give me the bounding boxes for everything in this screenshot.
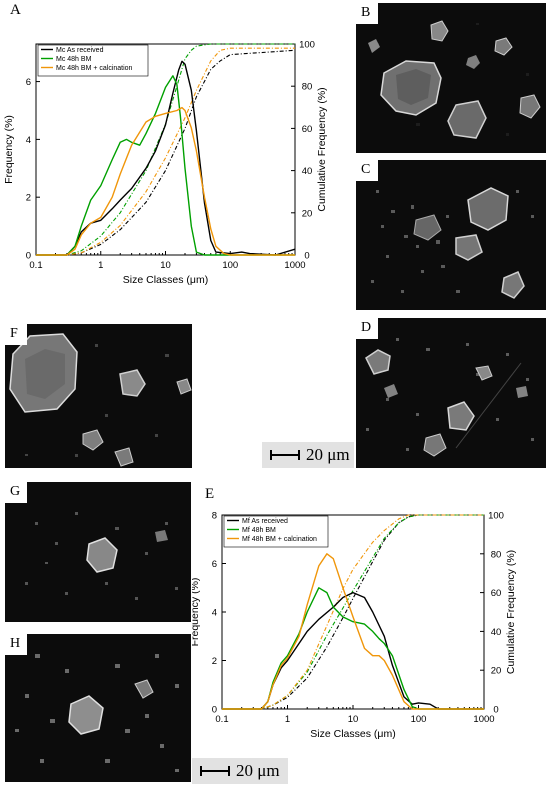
panel-label-b: B (361, 5, 371, 20)
scale-bar-2-label: 20 μm (236, 761, 280, 780)
sem-image-c: C (356, 160, 546, 310)
chart-a-legend-label: Mc As received (56, 47, 104, 54)
scale-bar-1-label: 20 μm (306, 445, 350, 464)
chart-a-x-tick-label: 100 (222, 260, 238, 271)
sem-image-b: B (356, 3, 546, 153)
chart-a-x-tick-label: 0.1 (29, 260, 42, 271)
chart-a-x-tick-label: 1000 (284, 260, 305, 271)
chart-e-x-tick-label: 10 (348, 714, 359, 725)
chart-a-y-axis-label: Frequency (%) (3, 115, 15, 184)
chart-a-y2-tick-label: 80 (302, 82, 313, 93)
chart-e-frequency-line (222, 591, 484, 710)
panel-label-e: E (205, 486, 215, 502)
chart-a-frequency-line (36, 106, 295, 256)
chart-e-y-tick-label: 2 (212, 656, 217, 667)
sem-image-g: G (5, 482, 191, 622)
chart-e-y2-tick-label: 100 (488, 511, 504, 522)
chart-e-frequency-line (222, 553, 484, 710)
chart-a-x-axis-label: Size Classes (μm) (123, 274, 208, 286)
chart-e-x-tick-label: 100 (411, 714, 427, 725)
chart-a-x-tick-label: 10 (160, 260, 171, 271)
scale-bar-1: 20 μm (262, 442, 354, 468)
chart-e-x-tick-label: 1000 (473, 714, 494, 725)
chart-e-x-tick-label: 0.1 (215, 714, 228, 725)
chart-a-y-tick-label: 2 (26, 193, 31, 204)
chart-e-y-tick-label: 4 (212, 608, 217, 619)
scale-bar-1-line (270, 450, 300, 460)
sem-image-h: H (5, 634, 191, 782)
panel-label-d: D (361, 320, 372, 335)
chart-e-y-axis-label: Frequency (%) (192, 578, 201, 647)
sem-image-f: F (5, 324, 192, 468)
panel-label-a: A (10, 2, 21, 18)
chart-a-y-tick-label: 6 (26, 77, 31, 88)
sem-image-d: D (356, 318, 546, 468)
panel-label-c: C (361, 162, 371, 177)
chart-e-y2-tick-label: 80 (491, 549, 502, 560)
chart-e-cumulative-line (222, 514, 484, 710)
chart-e-y2-tick-label: 60 (491, 588, 502, 599)
panel-label-h: H (10, 636, 21, 651)
panel-label-f: F (10, 326, 18, 341)
chart-a-y2-tick-label: 60 (302, 124, 313, 135)
chart-e-y2-tick-label: 20 (491, 666, 502, 677)
chart-a-y2-axis-label: Cumulative Frequency (%) (316, 87, 328, 211)
chart-a-legend-box (37, 44, 149, 77)
chart-a-y-tick-label: 0 (26, 251, 31, 262)
panel-label-g: G (10, 484, 21, 499)
chart-e-y-tick-label: 0 (212, 705, 217, 716)
chart-a-y2-tick-label: 40 (302, 166, 313, 177)
chart-e-y2-tick-label: 0 (493, 705, 498, 716)
chart-e-x-tick-label: 1 (285, 714, 290, 725)
chart-e-legend-label: Mf 48h BM (242, 527, 276, 534)
chart-e-legend-label: Mf 48h BM + calcination (242, 536, 317, 543)
chart-a-frequency-line (36, 75, 295, 256)
chart-e-x-axis-label: Size Classes (μm) (310, 728, 395, 740)
chart-a-y2-tick-label: 0 (304, 251, 309, 262)
scale-bar-2: 20 μm (192, 758, 288, 784)
chart-a-legend-label: Mc 48h BM + calcination (56, 65, 133, 72)
chart-a-legend-label: Mc 48h BM (56, 56, 92, 63)
chart-a-cumulative-line (36, 47, 295, 256)
chart-a-y-tick-label: 4 (26, 135, 31, 146)
chart-e-y-tick-label: 6 (212, 559, 217, 570)
chart-e-y-tick-label: 8 (212, 511, 217, 522)
chart-e-legend-label: Mf As received (242, 518, 288, 525)
chart-e-legend-box (223, 515, 329, 548)
chart-e-y2-tick-label: 40 (491, 627, 502, 638)
scale-bar-2-line (200, 766, 230, 776)
chart-a-y2-tick-label: 100 (299, 40, 315, 51)
chart-e-frequency-line (222, 587, 484, 710)
chart-a-x-tick-label: 1 (98, 260, 103, 271)
chart-e-y2-axis-label: Cumulative Frequency (%) (505, 550, 517, 674)
chart-a-y2-tick-label: 20 (302, 208, 313, 219)
chart-a-cumulative-line (36, 49, 296, 256)
